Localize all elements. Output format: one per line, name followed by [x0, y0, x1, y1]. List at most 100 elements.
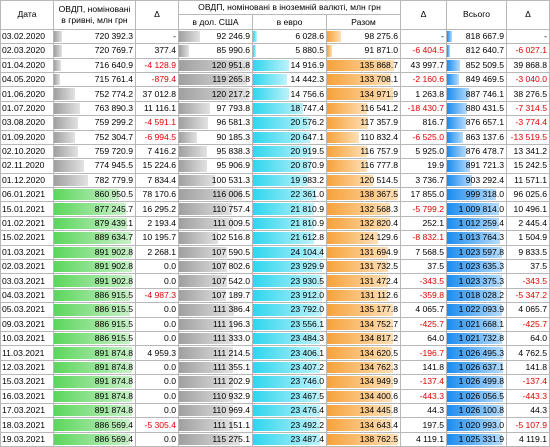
- cell-delta[interactable]: 0.0: [135, 273, 179, 289]
- cell-delta3[interactable]: 4 065.7: [506, 302, 550, 318]
- cell-delta[interactable]: -4 987.3: [135, 287, 179, 304]
- cell-total-fx[interactable]: 131 112.6: [326, 287, 401, 304]
- cell-all[interactable]: 1 012 259.4: [446, 215, 507, 232]
- cell-uah[interactable]: 891 902.8: [53, 244, 136, 261]
- cell-uah[interactable]: 889 634.7: [53, 230, 136, 246]
- cell-uah[interactable]: 886 569.4: [53, 417, 136, 433]
- cell-delta2[interactable]: 3 736.7: [400, 172, 447, 189]
- cell-eur[interactable]: 23 929.9: [252, 259, 327, 275]
- cell-delta2[interactable]: 4 119.1: [400, 431, 447, 447]
- cell-total-fx[interactable]: 131 694.9: [326, 244, 401, 261]
- cell-eur[interactable]: 21 612.8: [252, 230, 327, 246]
- cell-delta3[interactable]: -425.7: [506, 316, 550, 332]
- cell-all[interactable]: 852 509.5: [446, 57, 507, 73]
- cell-delta3[interactable]: 4 762.5: [506, 345, 550, 361]
- cell-delta2[interactable]: -343.5: [400, 273, 447, 289]
- cell-total-fx[interactable]: 124 129.6: [326, 230, 401, 246]
- cell-date[interactable]: 16.03.2021: [0, 388, 54, 404]
- cell-all[interactable]: 1 022 093.9: [446, 302, 507, 318]
- cell-total-fx[interactable]: 135 177.8: [326, 302, 401, 318]
- cell-uah[interactable]: 720 769.7: [53, 43, 136, 59]
- cell-delta2[interactable]: -6 525.0: [400, 129, 447, 145]
- cell-delta3[interactable]: 1 504.9: [506, 230, 550, 246]
- cell-delta3[interactable]: 2 445.4: [506, 215, 550, 232]
- cell-usd[interactable]: 111 333.0: [178, 330, 253, 347]
- cell-delta[interactable]: 0.0: [135, 259, 179, 275]
- cell-date[interactable]: 03.08.2020: [0, 115, 54, 131]
- cell-delta3[interactable]: -: [506, 28, 550, 45]
- cell-delta[interactable]: 0.0: [135, 374, 179, 390]
- cell-total-fx[interactable]: 134 643.4: [326, 417, 401, 433]
- cell-eur[interactable]: 21 810.9: [252, 201, 327, 217]
- cell-all[interactable]: 903 292.4: [446, 172, 507, 189]
- cell-eur[interactable]: 23 492.2: [252, 417, 327, 433]
- cell-uah[interactable]: 860 950.5: [53, 187, 136, 203]
- cell-uah[interactable]: 891 874.8: [53, 388, 136, 404]
- cell-all[interactable]: 1 023 597.8: [446, 244, 507, 261]
- cell-usd[interactable]: 111 214.5: [178, 345, 253, 361]
- cell-eur[interactable]: 23 487.4: [252, 431, 327, 447]
- cell-uah[interactable]: 763 890.3: [53, 100, 136, 117]
- cell-eur[interactable]: 20 870.9: [252, 158, 327, 174]
- cell-date[interactable]: 01.04.2020: [0, 57, 54, 73]
- cell-delta2[interactable]: 44.3: [400, 402, 447, 419]
- cell-delta3[interactable]: 4 119.1: [506, 431, 550, 447]
- cell-eur[interactable]: 23 912.0: [252, 287, 327, 304]
- cell-date[interactable]: 05.03.2021: [0, 302, 54, 318]
- cell-delta3[interactable]: -3 040.0: [506, 71, 550, 88]
- cell-date[interactable]: 06.01.2021: [0, 187, 54, 203]
- cell-delta2[interactable]: -6 404.5: [400, 43, 447, 59]
- cell-delta3[interactable]: 39 868.8: [506, 57, 550, 73]
- cell-eur[interactable]: 23 467.5: [252, 388, 327, 404]
- cell-delta3[interactable]: -443.3: [506, 388, 550, 404]
- cell-delta2[interactable]: -443.3: [400, 388, 447, 404]
- cell-all[interactable]: 1 013 764.3: [446, 230, 507, 246]
- cell-delta2[interactable]: 19.9: [400, 158, 447, 174]
- cell-date[interactable]: 03.03.2021: [0, 273, 54, 289]
- cell-usd[interactable]: 111 151.1: [178, 417, 253, 433]
- header-date[interactable]: Дата: [0, 0, 54, 30]
- cell-total-fx[interactable]: 134 762.3: [326, 359, 401, 376]
- cell-date[interactable]: 02.10.2020: [0, 143, 54, 160]
- cell-total-fx[interactable]: 91 871.0: [326, 43, 401, 59]
- cell-total-fx[interactable]: 120 514.5: [326, 172, 401, 189]
- cell-delta2[interactable]: -: [400, 28, 447, 45]
- cell-date[interactable]: 02.11.2020: [0, 158, 54, 174]
- cell-delta[interactable]: -879.4: [135, 71, 179, 88]
- cell-usd[interactable]: 96 581.3: [178, 115, 253, 131]
- cell-all[interactable]: 863 137.6: [446, 129, 507, 145]
- cell-date[interactable]: 01.03.2021: [0, 244, 54, 261]
- cell-date[interactable]: 01.02.2021: [0, 215, 54, 232]
- cell-all[interactable]: 1 009 814.0: [446, 201, 507, 217]
- cell-date[interactable]: 03.02.2020: [0, 28, 54, 45]
- cell-uah[interactable]: 891 874.8: [53, 359, 136, 376]
- cell-eur[interactable]: 20 919.5: [252, 143, 327, 160]
- cell-usd[interactable]: 92 246.9: [178, 28, 253, 45]
- cell-uah[interactable]: 759 299.2: [53, 115, 136, 131]
- cell-all[interactable]: 1 020 993.0: [446, 417, 507, 433]
- cell-usd[interactable]: 115 275.1: [178, 431, 253, 447]
- cell-delta2[interactable]: -137.4: [400, 374, 447, 390]
- cell-delta[interactable]: 377.4: [135, 43, 179, 59]
- cell-usd[interactable]: 120 951.8: [178, 57, 253, 73]
- cell-eur[interactable]: 14 442.3: [252, 71, 327, 88]
- cell-date[interactable]: 15.02.2021: [0, 230, 54, 246]
- cell-uah[interactable]: 877 245.7: [53, 201, 136, 217]
- cell-delta[interactable]: 37 012.8: [135, 86, 179, 102]
- cell-delta2[interactable]: 141.8: [400, 359, 447, 376]
- cell-eur[interactable]: 23 930.5: [252, 273, 327, 289]
- cell-eur[interactable]: 6 028.6: [252, 28, 327, 45]
- cell-total-fx[interactable]: 98 275.6: [326, 28, 401, 45]
- cell-eur[interactable]: 21 810.9: [252, 215, 327, 232]
- header-fx-group[interactable]: ОВДП, номіновані в іноземній валюті, млн…: [178, 0, 401, 16]
- cell-date[interactable]: 19.03.2021: [0, 431, 54, 447]
- cell-delta2[interactable]: -425.7: [400, 316, 447, 332]
- cell-usd[interactable]: 111 202.9: [178, 374, 253, 390]
- cell-delta[interactable]: -4 128.9: [135, 57, 179, 73]
- cell-eur[interactable]: 23 407.2: [252, 359, 327, 376]
- cell-all[interactable]: 880 431.5: [446, 100, 507, 117]
- cell-usd[interactable]: 90 185.3: [178, 129, 253, 145]
- cell-usd[interactable]: 110 932.9: [178, 388, 253, 404]
- cell-uah[interactable]: 891 902.8: [53, 273, 136, 289]
- cell-date[interactable]: 09.03.2021: [0, 316, 54, 332]
